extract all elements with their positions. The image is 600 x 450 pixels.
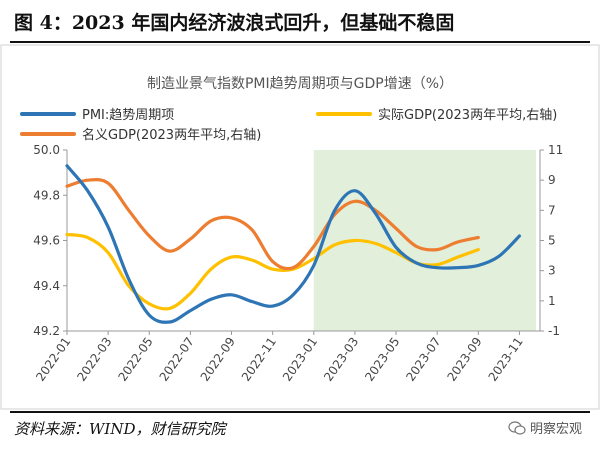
right-axis-tick-label: 5 — [548, 234, 556, 248]
chart-title: 制造业景气指数PMI趋势周期项与GDP增速（%） — [147, 76, 453, 92]
series-line-0 — [65, 164, 521, 324]
wechat-icon — [508, 420, 526, 435]
left-axis-tick-label: 50.0 — [33, 143, 60, 157]
right-axis-tick-label: 9 — [548, 173, 556, 187]
source-note: 资料来源：WIND，财信研究院 — [14, 420, 226, 438]
right-axis-tick-label: 7 — [548, 203, 556, 217]
legend-label: PMI:趋势周期项 — [82, 107, 174, 123]
left-axis-tick-label: 49.4 — [33, 279, 60, 293]
left-axis-tick-label: 49.2 — [33, 324, 60, 338]
right-axis-tick-label: 3 — [548, 264, 556, 278]
legend: PMI:趋势周期项 实际GDP(2023两年平均,右轴) 名义GDP(2023两年平… — [20, 107, 557, 143]
watermark-text: 明察宏观 — [529, 422, 582, 437]
series-line-2 — [65, 178, 480, 271]
right-axis-tick-label: 1 — [548, 294, 556, 308]
left-axis-tick-label: 49.8 — [33, 188, 60, 202]
left-axis-tick-label: 49.6 — [33, 234, 60, 248]
right-axis-tick-label: 11 — [548, 143, 563, 157]
legend-label: 名义GDP(2023两年平均,右轴) — [82, 127, 261, 143]
chart: 制造业景气指数PMI趋势周期项与GDP增速（%） PMI:趋势周期项 实际GDP(… — [0, 44, 600, 410]
legend-label: 实际GDP(2023两年平均,右轴) — [378, 108, 557, 123]
right-axis-tick-label: -1 — [548, 324, 560, 338]
source-rule — [10, 411, 590, 413]
title-rule — [10, 41, 590, 43]
figure-title: 图 4：2023 年国内经济波浪式回升，但基础不稳固 — [14, 12, 455, 34]
watermark: 明察宏观 — [508, 418, 582, 437]
